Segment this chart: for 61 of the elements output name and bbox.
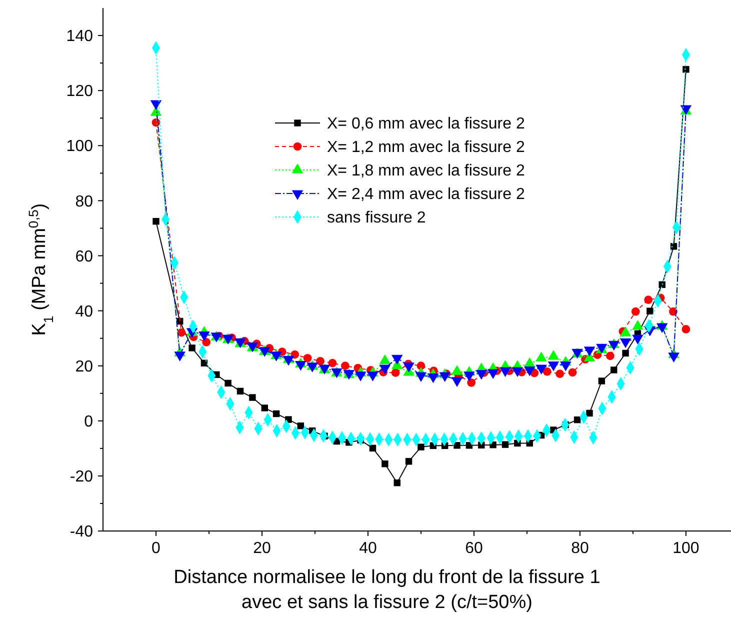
point [418, 444, 424, 450]
point [188, 344, 196, 352]
x-tick-label: 100 [672, 540, 700, 557]
x-tick-label: 20 [253, 540, 271, 557]
point [261, 404, 268, 412]
point [152, 218, 160, 225]
point [598, 378, 606, 384]
y-tick-label: 20 [75, 358, 94, 376]
x-axis-title: Distance normalisee le long du front de la fissure 1 avec et sans la fissure 2 (c/t=50%) [174, 567, 600, 613]
point [682, 66, 690, 73]
point [622, 350, 629, 357]
point [391, 368, 400, 377]
point [646, 308, 654, 314]
x-tick-label: 80 [571, 540, 589, 557]
x-tick-label: 40 [359, 540, 377, 557]
point [568, 368, 577, 377]
point [297, 422, 304, 430]
legend-label: sans fissure 2 [327, 210, 426, 227]
point [586, 410, 593, 417]
point [682, 325, 690, 334]
y-tick-label: -20 [70, 468, 94, 486]
point [316, 356, 324, 366]
point [224, 380, 232, 387]
point [542, 367, 552, 376]
y-tick-label: 100 [66, 138, 94, 156]
point [454, 442, 460, 449]
point [177, 328, 186, 337]
point [606, 352, 614, 360]
y-tick-label: 40 [75, 303, 94, 320]
legend-label: X= 1,2 mm avec la fissure 2 [327, 139, 525, 156]
y-tick-label: 120 [66, 83, 94, 100]
point [631, 307, 640, 316]
legend-label: X= 1,8 mm avec la fissure 2 [327, 162, 525, 180]
point [341, 362, 350, 370]
y-tick-label: -40 [70, 524, 94, 541]
y-tick-label: 140 [66, 28, 94, 46]
point [610, 366, 618, 374]
point [502, 441, 509, 448]
point [303, 354, 312, 362]
point [200, 360, 208, 366]
point [272, 410, 280, 418]
y-tick-label: 80 [75, 193, 94, 210]
point [290, 350, 300, 359]
point [405, 458, 412, 465]
point [394, 479, 400, 486]
point [467, 378, 476, 387]
point [236, 388, 244, 395]
point [574, 416, 581, 424]
point [369, 444, 376, 452]
point [382, 460, 388, 468]
legend-label: X= 0,6 mm avec la fissure 2 [327, 116, 525, 133]
point [202, 338, 211, 346]
y-tick-label: 60 [75, 248, 94, 266]
x-tick-label: 60 [465, 540, 483, 557]
point [556, 370, 564, 378]
point [328, 358, 337, 368]
point [644, 296, 653, 304]
x-tick-label: 0 [152, 540, 161, 557]
point [249, 394, 256, 401]
legend-label: X= 2,4 mm avec la fissure 2 [327, 186, 525, 204]
y-tick-label: 0 [84, 413, 94, 430]
